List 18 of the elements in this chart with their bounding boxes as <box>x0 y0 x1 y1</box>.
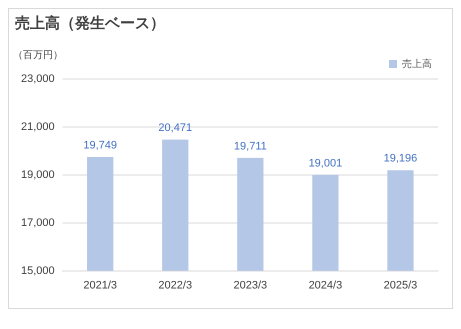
y-tick-label: 19,000 <box>20 168 55 181</box>
y-tick-label: 21,000 <box>20 120 55 133</box>
legend-label: 売上高 <box>402 58 432 70</box>
data-label: 19,749 <box>83 139 118 152</box>
x-tick-label: 2025/3 <box>384 279 418 292</box>
y-tick-label: 23,000 <box>20 73 55 86</box>
y-axis-title: （百万円） <box>13 50 63 61</box>
data-label: 19,196 <box>384 152 418 165</box>
x-tick-label: 2024/3 <box>308 279 342 292</box>
x-tick-label: 2022/3 <box>158 279 192 292</box>
data-label: 19,001 <box>308 157 342 170</box>
data-label: 20,471 <box>158 122 192 134</box>
data-label: 19,711 <box>234 140 267 152</box>
x-tick-label: 2021/3 <box>83 279 118 292</box>
y-tick-label: 15,000 <box>20 264 55 277</box>
x-tick-label: 2023/3 <box>233 279 268 292</box>
chart-title: 売上高（発生ベース） <box>15 14 165 33</box>
y-tick-label: 17,000 <box>20 216 55 229</box>
